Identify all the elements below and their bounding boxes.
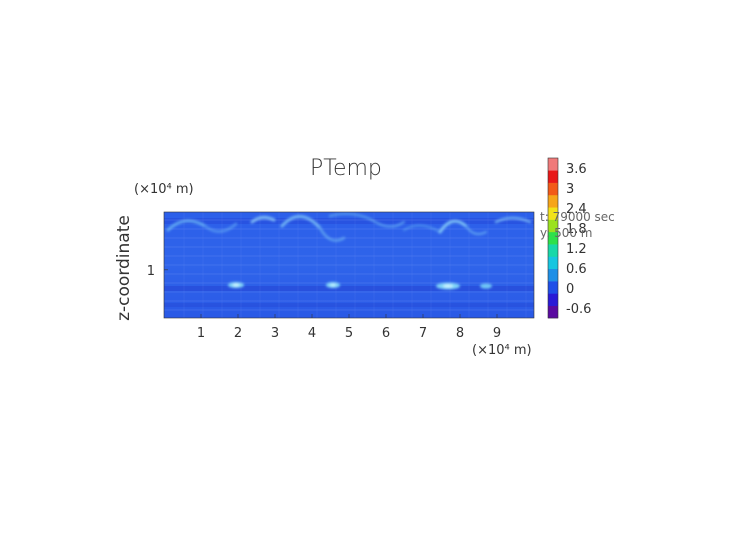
colorbar-tick-label: 0 — [566, 282, 574, 297]
colorbar-tick-label: 3.6 — [566, 162, 587, 177]
x-tick-label: 7 — [419, 326, 427, 341]
annotation-y: y: 500 m — [540, 226, 593, 240]
y-unit-label: (×10⁴ m) — [134, 182, 194, 197]
colorbar-tick-label: 1.8 — [566, 222, 587, 237]
annotation-time: t: 79000 sec — [540, 210, 615, 224]
colorbar-segment — [548, 158, 558, 171]
colorbar-frame — [547, 157, 559, 319]
y-axis: 1 — [147, 264, 168, 279]
colorbar-segment — [548, 281, 558, 294]
y-tick-label: 1 — [147, 264, 155, 279]
x-tick-label: 5 — [345, 326, 353, 341]
colorbar-segment — [548, 194, 558, 208]
colorbar-tick-label: 0.6 — [566, 262, 587, 277]
x-tick-label: 3 — [271, 326, 279, 341]
chart-title: PTemp — [310, 156, 382, 181]
colorbar-tick-label: 1.2 — [566, 242, 587, 257]
x-tick-label: 6 — [382, 326, 390, 341]
colorbar-segment — [548, 305, 558, 319]
x-tick-label: 1 — [197, 326, 205, 341]
x-tick-label: 2 — [234, 326, 242, 341]
colorbar-segment — [548, 231, 558, 245]
x-tick-label: 9 — [493, 326, 501, 341]
x-tick-label: 8 — [456, 326, 464, 341]
x-unit-label: (×10⁴ m) — [472, 343, 532, 358]
colorbar-segment — [548, 170, 558, 183]
heatmap-field — [164, 212, 534, 318]
x-axis: 1 2 3 4 5 6 7 8 9 — [197, 314, 501, 341]
colorbar-segment — [548, 219, 558, 233]
colorbar-segment — [548, 207, 558, 220]
colorbar-segment — [548, 244, 558, 257]
y-axis-label: z-coordinate — [114, 215, 134, 321]
colorbar-tick-label: -0.6 — [566, 302, 591, 317]
colorbar-segment — [548, 256, 558, 270]
colorbar-segment — [548, 268, 558, 282]
colorbar-segment — [548, 182, 558, 196]
x-tick-label: 4 — [308, 326, 316, 341]
colorbar-segment — [548, 293, 558, 306]
colorbar-tick-label: 3 — [566, 182, 574, 197]
colorbar-tick-label: 2.4 — [566, 202, 587, 217]
colorbar: 3.6 3 2.4 1.8 1.2 0.6 0 -0.6 — [547, 157, 591, 319]
